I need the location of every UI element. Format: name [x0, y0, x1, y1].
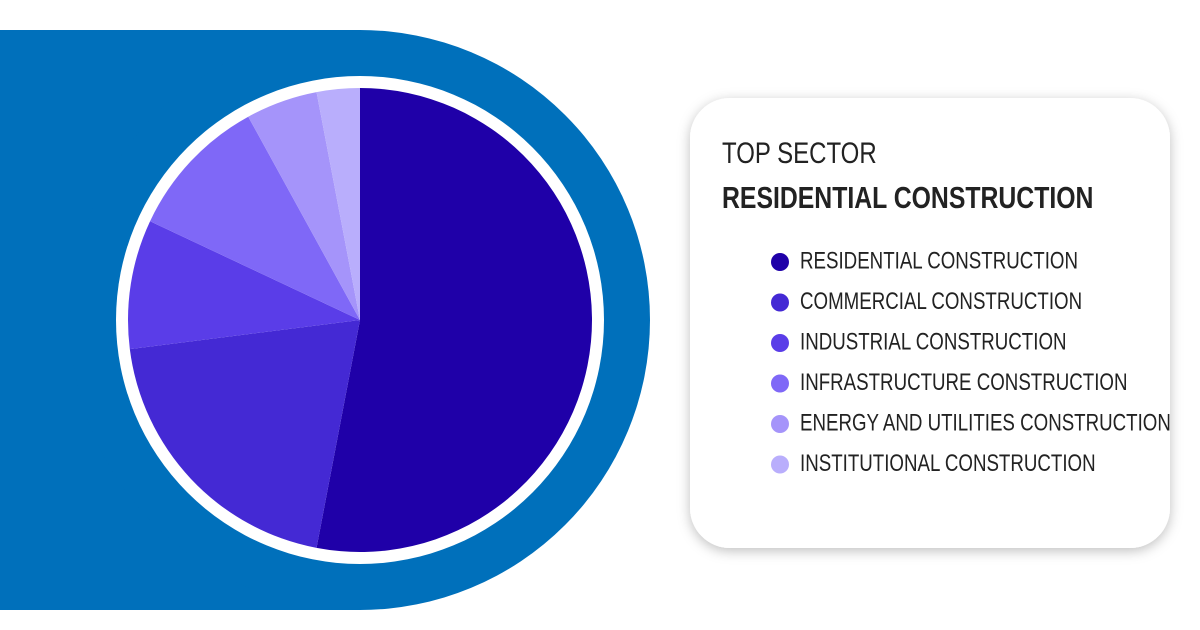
legend: RESIDENTIAL CONSTRUCTION COMMERCIAL CONST…	[771, 247, 1171, 476]
legend-entry: COMMERCIAL CONSTRUCTION	[800, 288, 1082, 315]
pie-slice	[316, 88, 360, 320]
legend-label: INFRASTRUCTURE CONSTRUCTION	[800, 369, 1127, 396]
legend-swatch	[771, 334, 789, 352]
legend-label: ENERGY AND UTILITIES CONSTRUCTION	[800, 409, 1171, 436]
pie-slice	[316, 87, 593, 552]
legend-entry: ENERGY AND UTILITIES CONSTRUCTION	[800, 409, 1171, 436]
legend-swatch	[771, 455, 789, 474]
legend-swatch	[771, 415, 789, 433]
legend-label: RESIDENTIAL CONSTRUCTION	[800, 247, 1078, 274]
title-group: TOP SECTOR	[722, 135, 877, 169]
card-subtitle: RESIDENTIAL CONSTRUCTION	[722, 181, 1093, 215]
pie-slice	[248, 92, 360, 320]
card-title: TOP SECTOR	[722, 135, 877, 169]
legend-entry: INDUSTRIAL CONSTRUCTION	[800, 328, 1067, 355]
legend-swatch	[771, 374, 789, 393]
pie	[128, 87, 593, 552]
pie-slice	[129, 320, 360, 548]
info-card	[690, 98, 1170, 548]
legend-entry: RESIDENTIAL CONSTRUCTION	[800, 247, 1078, 274]
legend-label: INSTITUTIONAL CONSTRUCTION	[800, 450, 1096, 477]
pie-slice	[150, 116, 360, 320]
legend-label: COMMERCIAL CONSTRUCTION	[800, 288, 1082, 315]
pie-slice	[128, 221, 360, 350]
legend-label: INDUSTRIAL CONSTRUCTION	[800, 328, 1067, 355]
legend-entry: INFRASTRUCTURE CONSTRUCTION	[800, 369, 1127, 396]
legend-swatch	[771, 293, 789, 312]
subtitle-group: RESIDENTIAL CONSTRUCTION	[722, 181, 1093, 215]
legend-entry: INSTITUTIONAL CONSTRUCTION	[800, 450, 1096, 477]
legend-swatch	[771, 253, 789, 271]
